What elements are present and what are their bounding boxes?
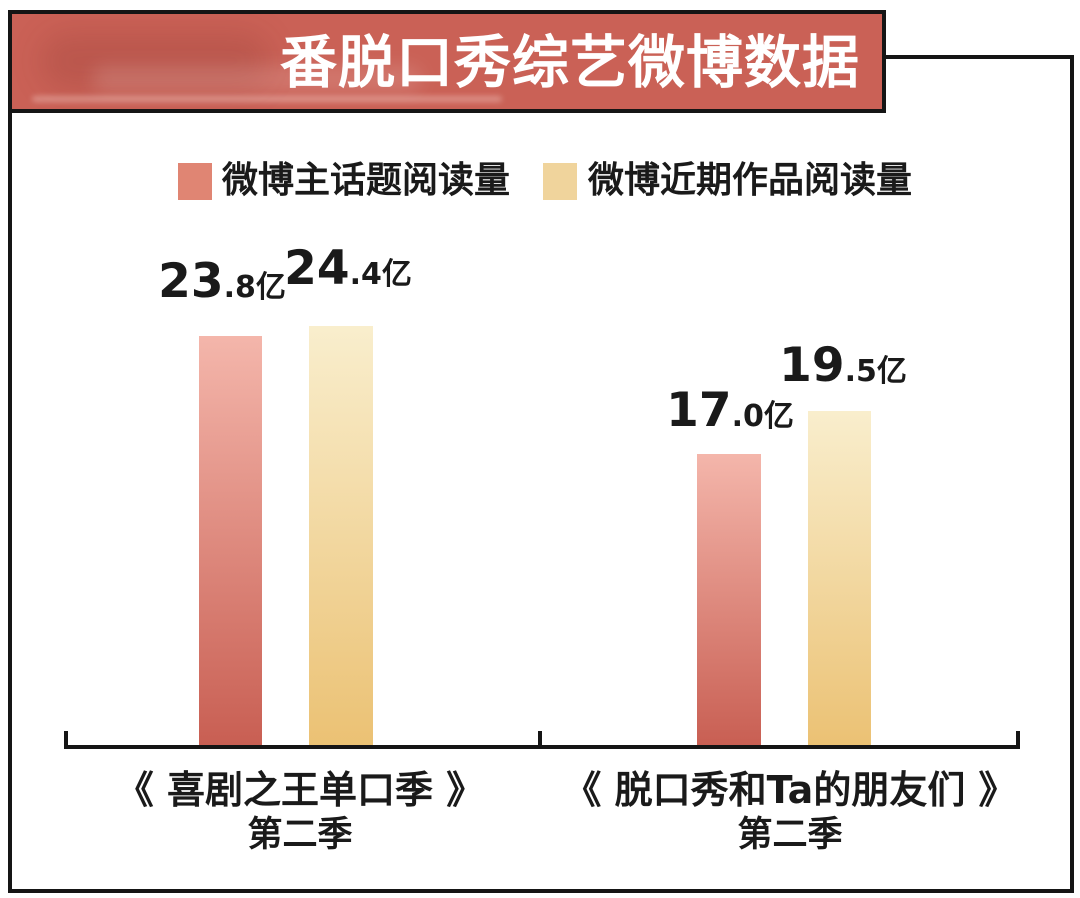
- legend-swatch-recent-works: [543, 163, 577, 200]
- category-title: 《 喜剧之王单口季 》: [115, 768, 485, 812]
- category-title: 《 脱口秀和Ta的朋友们 》: [563, 768, 1017, 812]
- value-unit: 亿: [381, 257, 412, 292]
- value-label-group1-recent-works: 24.4亿: [238, 241, 458, 296]
- legend-swatch-main-topic: [178, 163, 212, 200]
- bar-group2-recent-works: [808, 411, 871, 748]
- page-title: 番脱口秀综艺微博数据: [280, 30, 860, 96]
- value-unit: 亿: [763, 399, 794, 434]
- category-label-group2: 《 脱口秀和Ta的朋友们 》 第二季: [540, 766, 1040, 856]
- value-decimal: .5: [844, 354, 877, 389]
- bar-group1-recent-works: [309, 326, 373, 748]
- category-subtitle: 第二季: [737, 815, 843, 855]
- value-label-group2-main-topic: 17.0亿: [620, 383, 840, 438]
- value-decimal: .4: [349, 257, 382, 292]
- value-integer: 24: [284, 241, 350, 296]
- category-subtitle: 第二季: [247, 815, 353, 855]
- value-integer: 17: [666, 383, 732, 438]
- value-decimal: .0: [731, 399, 764, 434]
- legend-label-main-topic: 微博主话题阅读量: [222, 160, 511, 201]
- title-banner: 番脱口秀综艺微博数据: [8, 10, 886, 113]
- x-axis-tick-left: [64, 731, 68, 749]
- blurred-watermark-smudge: [40, 32, 270, 90]
- value-label-group2-recent-works: 19.5亿: [733, 338, 953, 393]
- x-axis-tick-middle: [538, 731, 542, 749]
- legend-label-recent-works: 微博近期作品阅读量: [588, 160, 913, 201]
- value-label-group1-main-topic: 23.8亿: [112, 254, 332, 309]
- value-integer: 23: [158, 254, 224, 309]
- x-axis-line: [64, 745, 1020, 749]
- bar-group2-main-topic: [697, 454, 761, 748]
- value-unit: 亿: [255, 270, 286, 305]
- category-label-group1: 《 喜剧之王单口季 》 第二季: [50, 766, 550, 856]
- value-unit: 亿: [876, 354, 907, 389]
- x-axis-tick-right: [1016, 731, 1020, 749]
- value-integer: 19: [779, 338, 845, 393]
- bar-group1-main-topic: [199, 336, 262, 748]
- value-decimal: .8: [223, 270, 256, 305]
